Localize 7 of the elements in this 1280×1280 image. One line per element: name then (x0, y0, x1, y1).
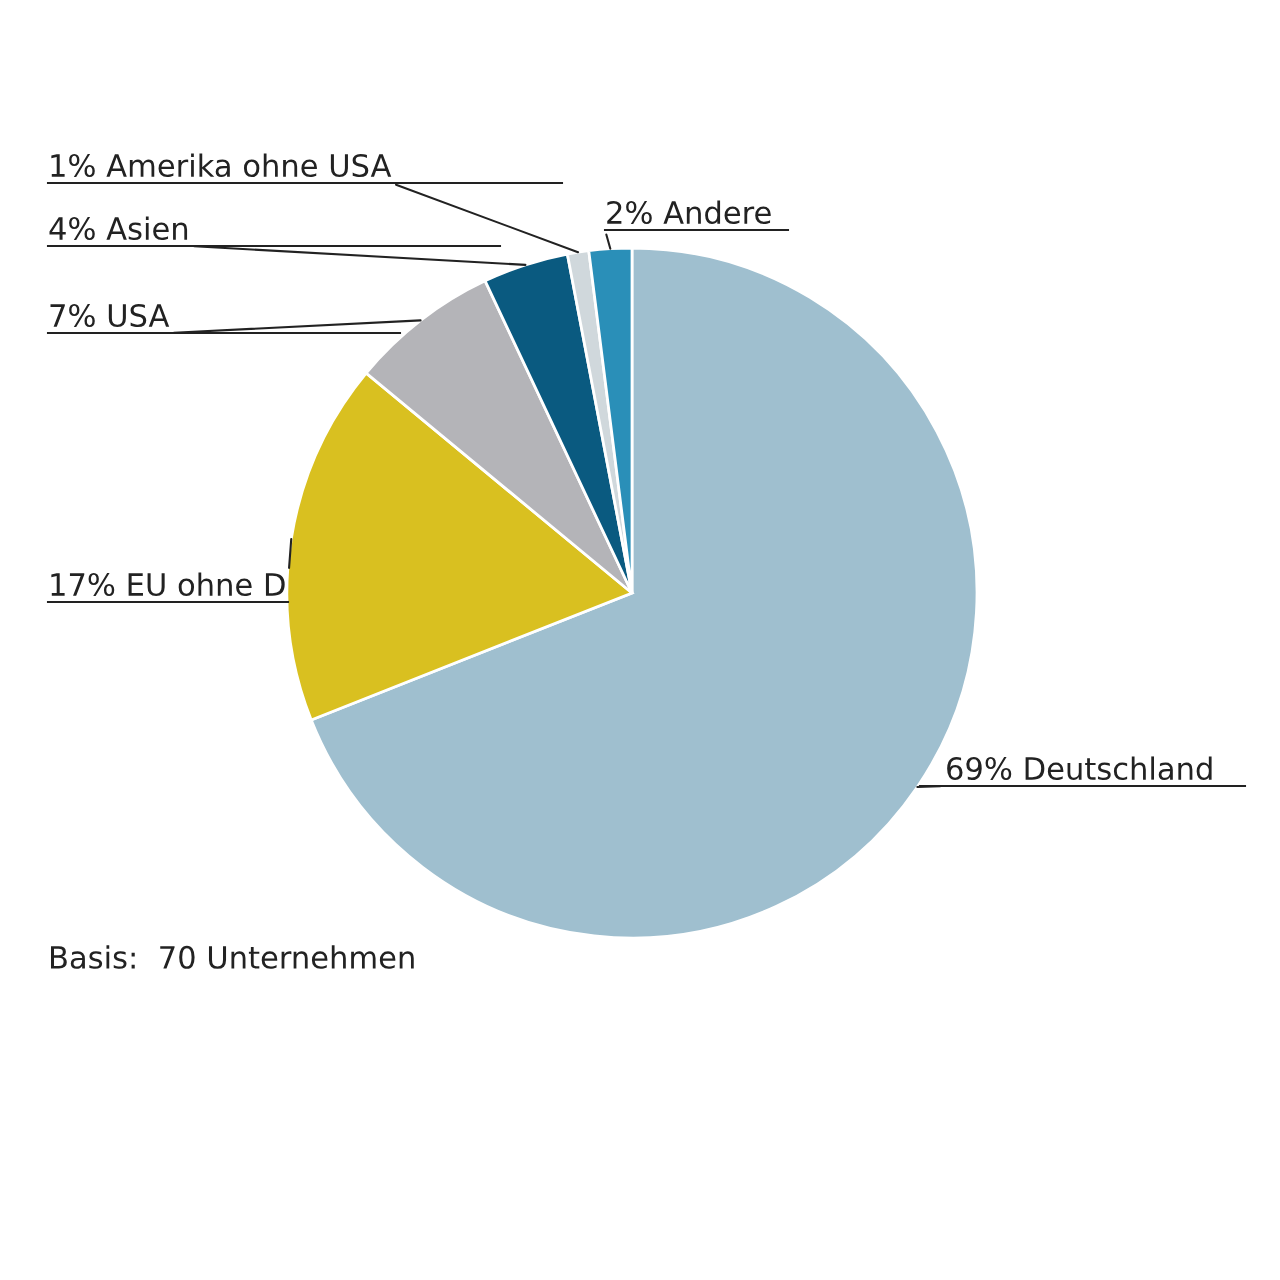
slice-label: 2% Andere (607, 200, 771, 225)
slice-label: 4% Asien (49, 216, 188, 241)
slice-label: 1% Amerika ohne USA (51, 153, 392, 178)
slice-label: 7% USA (50, 303, 170, 328)
text: Basis: 70 Unternehmen (51, 945, 414, 969)
slice-label: 17% EU ohne D (51, 572, 285, 597)
slice-label: 69% Deutschland (947, 756, 1212, 781)
